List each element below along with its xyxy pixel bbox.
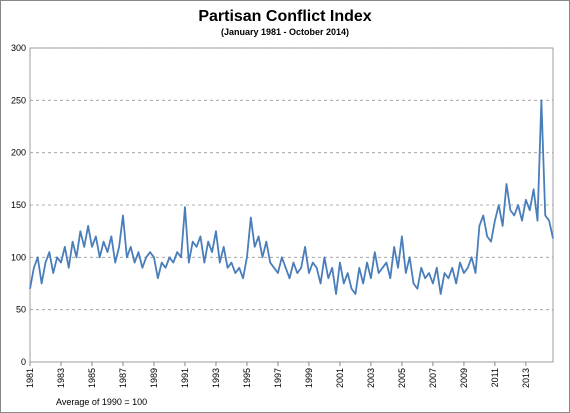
y-tick-label: 50 [16, 305, 26, 315]
x-tick-label: 1999 [304, 368, 314, 388]
x-tick-label: 2001 [335, 368, 345, 388]
x-tick-label: 1981 [25, 368, 35, 388]
x-tick-label: 2013 [521, 368, 531, 388]
x-tick-label: 2007 [428, 368, 438, 388]
x-tick-label: 2005 [397, 368, 407, 388]
chart-title: Partisan Conflict Index [198, 8, 371, 25]
y-tick-label: 150 [11, 200, 26, 210]
y-tick-label: 100 [11, 252, 26, 262]
x-tick-label: 1997 [273, 368, 283, 388]
y-tick-label: 250 [11, 95, 26, 105]
x-tick-label: 1993 [211, 368, 221, 388]
x-tick-label: 2009 [459, 368, 469, 388]
y-tick-label: 300 [11, 43, 26, 53]
x-tick-label: 1989 [149, 368, 159, 388]
x-tick-label: 1995 [242, 368, 252, 388]
x-tick-label: 1985 [87, 368, 97, 388]
chart-subtitle: (January 1981 - October 2014) [221, 27, 349, 37]
x-tick-label: 1991 [180, 368, 190, 388]
line [29, 99, 554, 295]
y-tick-label: 200 [11, 148, 26, 158]
x-tick-label: 2003 [366, 368, 376, 388]
x-tick-label: 1987 [118, 368, 128, 388]
x-tick-label: 2011 [490, 368, 500, 387]
x-tick-label: 1983 [56, 368, 66, 388]
annotation: Average of 1990 = 100 [56, 397, 147, 407]
y-tick-label: 0 [21, 357, 26, 367]
